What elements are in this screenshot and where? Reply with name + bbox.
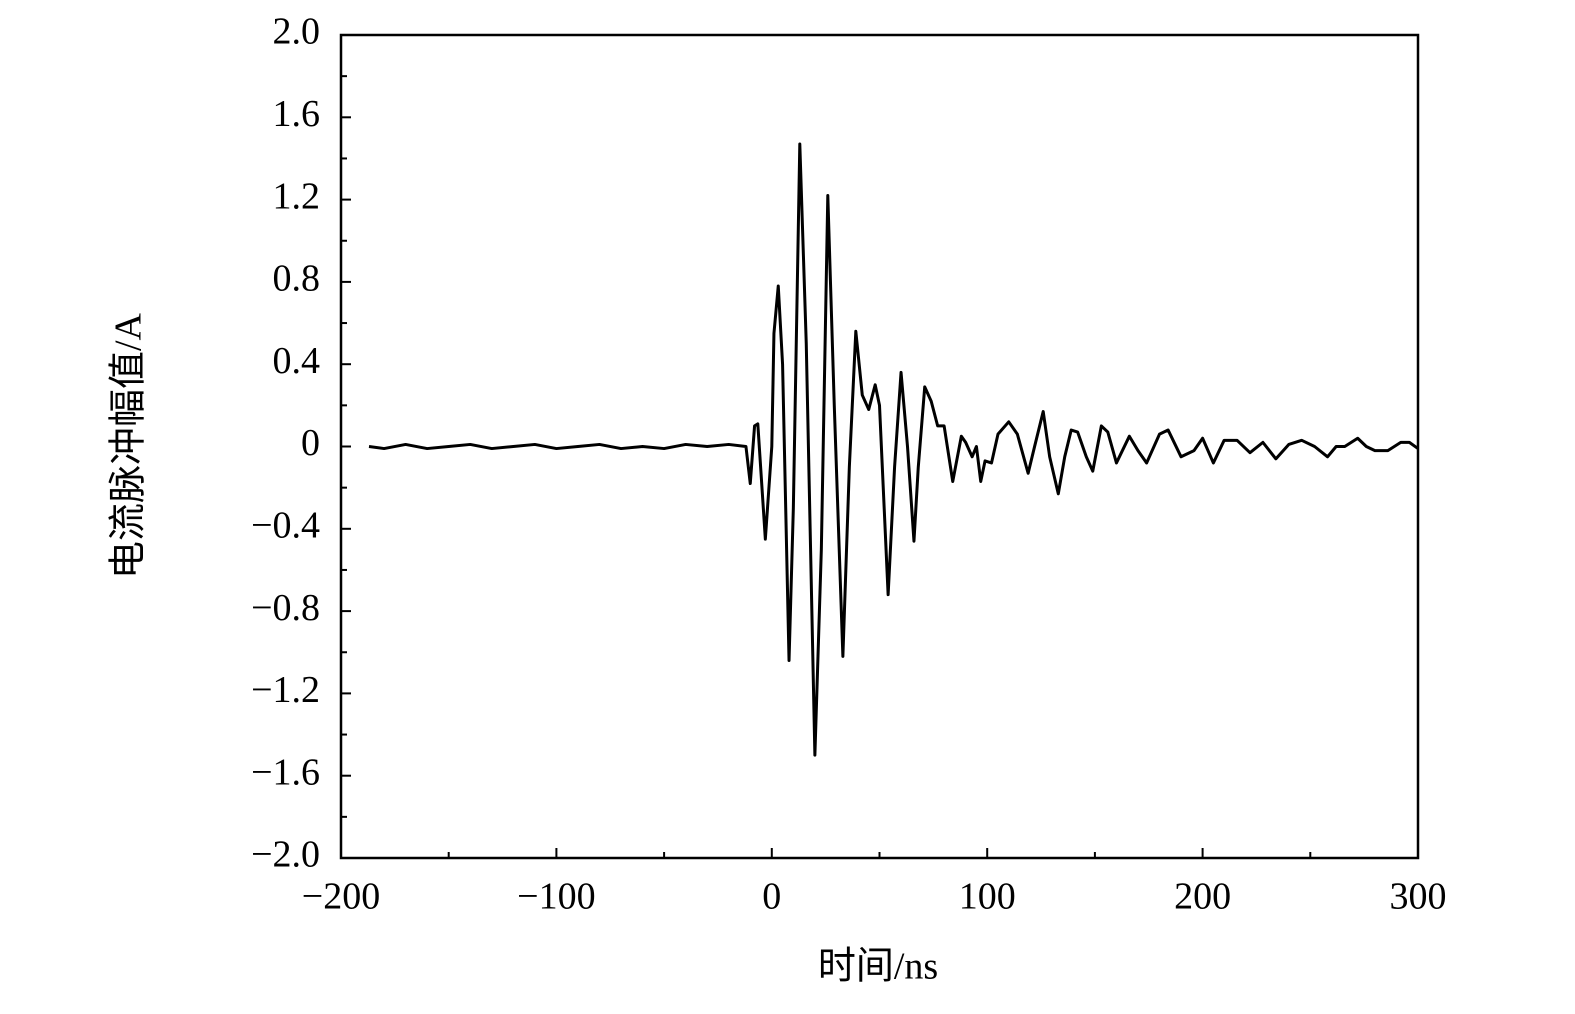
- y-tick-label: −0.4: [251, 505, 320, 547]
- x-tick-label: 0: [762, 876, 781, 918]
- y-tick-label: −1.6: [251, 751, 320, 793]
- y-tick-label: −0.8: [251, 587, 320, 629]
- y-tick-label: 0: [301, 422, 320, 464]
- y-tick-label: 0.4: [273, 340, 321, 382]
- y-tick-label: 1.2: [273, 175, 321, 217]
- x-tick-label: 100: [959, 876, 1016, 918]
- y-axis-label: 电流脉冲幅值/A: [108, 312, 150, 579]
- y-tick-label: −1.2: [251, 669, 320, 711]
- x-tick-label: −100: [517, 876, 595, 918]
- data-line: [368, 142, 1419, 757]
- x-tick-label: −200: [302, 876, 380, 918]
- x-tick-label: 200: [1174, 876, 1231, 918]
- y-tick-label: 1.6: [273, 93, 321, 135]
- x-axis-label: 时间/ns: [818, 946, 938, 988]
- y-tick-label: 0.8: [273, 258, 321, 300]
- x-tick-label: 300: [1390, 876, 1447, 918]
- y-tick-label: −2.0: [251, 834, 320, 876]
- y-tick-label: 2.0: [273, 11, 321, 53]
